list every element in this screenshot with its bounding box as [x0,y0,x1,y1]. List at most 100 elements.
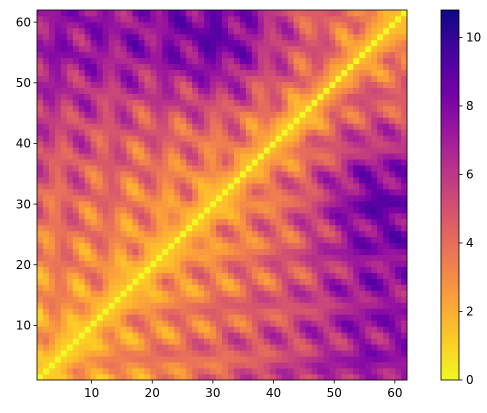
heatmap-cell [227,99,235,106]
heatmap-cell [126,189,133,196]
heatmap-cell [287,356,294,363]
heatmap-cell [269,39,277,47]
heatmap-cell [341,284,348,291]
heatmap-cell [210,81,217,88]
heatmap-cell [162,99,169,106]
colorbar-tick-label: 0 [466,373,474,387]
heatmap-cell [371,260,378,267]
heatmap-cell [37,165,44,172]
heatmap-cell [102,165,109,172]
x-tick-label: 30 [205,386,220,400]
heatmap-cell [216,200,223,208]
heatmap-cell [353,87,360,94]
heatmap-cell [257,87,265,94]
heatmap-cell [144,87,151,94]
heatmap-cell [108,314,115,321]
heatmap-cell [383,195,390,202]
heatmap-cell [144,266,151,273]
heatmap-cell [210,356,217,363]
heatmap-cell [353,45,360,53]
heatmap-cell [353,212,360,220]
heatmap-cell [335,278,342,285]
heatmap-cell [335,87,342,94]
heatmap-cell [210,165,217,172]
heatmap-cell [186,308,193,315]
heatmap-cell [353,356,360,363]
heatmap-cell [102,51,109,59]
heatmap-cell [144,165,151,172]
heatmap-cell [210,183,217,190]
heatmap-cell [281,218,288,226]
heatmap-cell [305,302,312,309]
heatmap-cell [359,200,366,208]
heatmap-cell [204,135,211,142]
heatmap-cell [186,338,193,345]
heatmap-cell [180,111,187,118]
colorbar-frame [440,9,460,381]
heatmap-cell [299,350,306,357]
heatmap-cell [180,129,187,136]
heatmap-cell [96,21,103,29]
heatmap-cell [371,123,378,130]
heatmap-cell [401,33,408,41]
heatmap-cell [239,350,247,357]
heatmap-cell [389,206,396,214]
heatmap-cell [198,183,205,190]
heatmap-cell [281,362,288,369]
heatmap-cell [227,326,235,333]
heatmap-cell [377,33,384,41]
heatmap-cell [102,63,109,71]
heatmap-cell [305,242,312,250]
heatmap-cell [227,224,235,232]
heatmap-cell [383,200,390,208]
heatmap-cell [317,314,324,321]
heatmap-cell [263,224,271,232]
heatmap-cell [401,135,408,142]
heatmap-cell [42,27,50,35]
heatmap-cell [222,171,229,178]
heatmap-cell [174,111,181,118]
heatmap-cell [84,242,92,250]
heatmap-cell [37,338,44,345]
heatmap-cell [72,15,80,23]
heatmap-cell [174,75,181,82]
heatmap-cell [371,278,378,285]
heatmap-cell [365,356,372,363]
heatmap-cell [72,159,80,166]
heatmap-cell [347,350,354,357]
heatmap-cell [90,248,98,256]
heatmap-cell [72,51,80,59]
heatmap-cell [168,33,175,41]
heatmap-cell [377,284,384,291]
heatmap-cell [299,183,306,190]
heatmap-cell [168,254,175,261]
heatmap-cell [251,33,259,41]
heatmap-cell [233,45,241,53]
heatmap-cell [293,254,300,261]
heatmap-cell [204,248,211,256]
heatmap-cell [198,326,205,333]
heatmap-cell [251,69,259,76]
heatmap-cell [162,39,169,47]
heatmap-cell [347,362,354,369]
heatmap-cell [216,129,223,136]
heatmap-cell [299,230,306,238]
heatmap-cell [120,99,127,106]
heatmap-cell [78,224,86,232]
heatmap-cell [132,314,139,321]
heatmap-cell [126,135,133,142]
heatmap-cell [108,284,115,291]
heatmap-cell [192,350,199,357]
heatmap-cell [257,272,265,279]
heatmap-cell [126,236,133,244]
heatmap-cell [257,147,265,154]
heatmap-cell [66,183,74,190]
heatmap-cell [192,10,199,17]
heatmap-cell [108,75,115,82]
heatmap-cell [78,230,86,238]
heatmap-cell [317,21,324,29]
heatmap-cell [108,105,115,112]
heatmap-cell [156,159,163,166]
heatmap-cell [323,129,330,136]
heatmap-cell [42,57,50,65]
